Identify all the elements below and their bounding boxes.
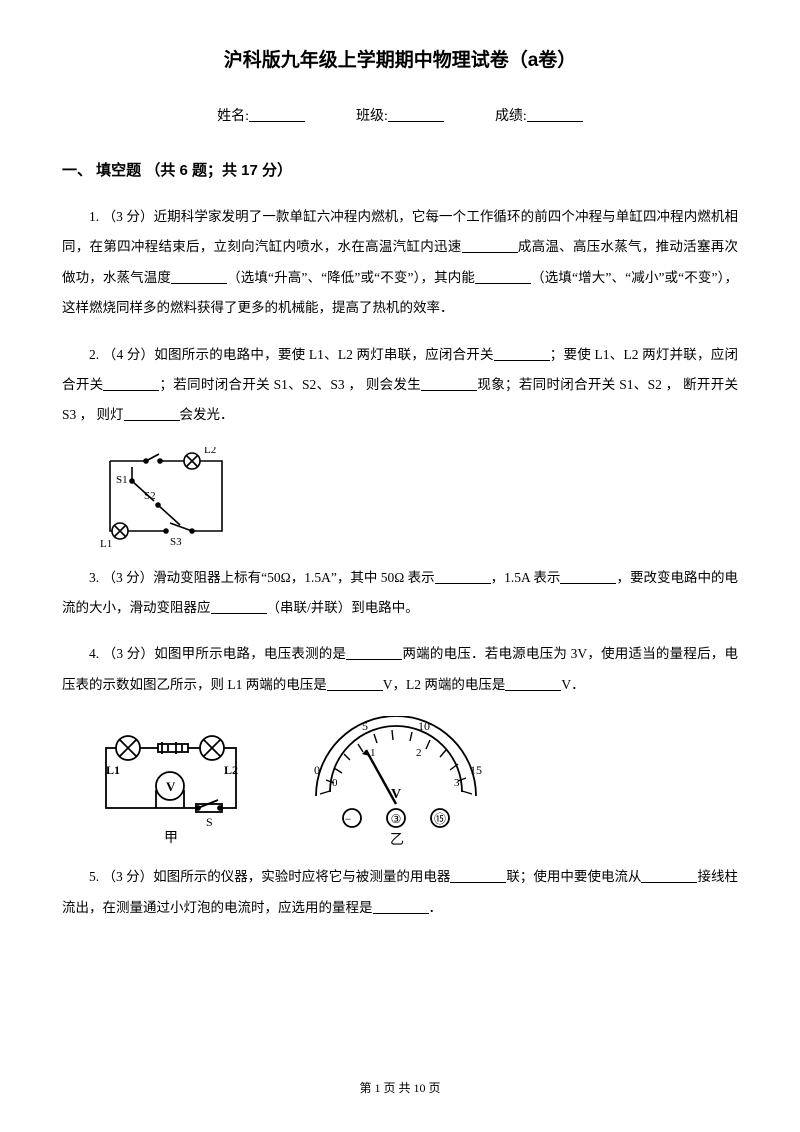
page-footer: 第 1 页 共 10 页 (0, 1075, 800, 1102)
q2-figure: L2 L1 S1 S2 S3 (96, 447, 738, 547)
svg-text:V: V (391, 787, 401, 802)
class-blank[interactable] (388, 108, 444, 122)
svg-text:3: 3 (454, 777, 460, 789)
svg-text:L2: L2 (224, 763, 238, 777)
page-title: 沪科版九年级上学期期中物理试卷（a卷） (62, 40, 738, 83)
svg-text:0: 0 (332, 777, 338, 789)
q1-blank-2[interactable] (171, 270, 227, 284)
q2-circuit-diagram: L2 L1 S1 S2 S3 (96, 447, 236, 547)
score-label: 成绩: (495, 109, 527, 124)
svg-text:10: 10 (418, 719, 430, 733)
q4-circuit-jia: L1 L2 V S 甲 (96, 728, 246, 846)
svg-text:5: 5 (362, 719, 368, 733)
svg-text:L1: L1 (100, 538, 112, 547)
question-5: 5. （3 分）如图所示的仪器，实验时应将它与被测量的用电器联；使用中要使电流从… (62, 862, 738, 923)
svg-text:⑮: ⑮ (434, 812, 446, 826)
q3-blank-2[interactable] (560, 570, 616, 584)
q3-blank-3[interactable] (211, 601, 267, 615)
question-4: 4. （3 分）如图甲所示电路，电压表测的是两端的电压．若电源电压为 3V，使用… (62, 639, 738, 700)
question-3: 3. （3 分）滑动变阻器上标有“50Ω，1.5A”，其中 50Ω 表示，1.5… (62, 563, 738, 624)
q3-blank-1[interactable] (435, 570, 491, 584)
q2-blank-4[interactable] (124, 408, 180, 422)
svg-text:0: 0 (314, 763, 320, 777)
question-1: 1. （3 分）近期科学家发明了一款单缸六冲程内燃机，它每一个工作循环的前四个冲… (62, 202, 738, 324)
q5-blank-3[interactable] (373, 900, 429, 914)
svg-text:S: S (206, 815, 213, 829)
q4-figures: L1 L2 V S 甲 (96, 716, 738, 846)
q5-blank-1[interactable] (450, 870, 506, 884)
svg-text:③: ③ (391, 812, 402, 826)
svg-text:乙: 乙 (390, 832, 404, 846)
name-label: 姓名: (217, 109, 249, 124)
svg-text:15: 15 (470, 763, 482, 777)
svg-text:S1: S1 (116, 474, 128, 486)
q1-blank-3[interactable] (475, 270, 531, 284)
q4-blank-2[interactable] (327, 677, 383, 691)
q4-voltmeter-yi: 0 5 10 15 0 1 2 3 V − ③ ⑮ 乙 (296, 716, 496, 846)
svg-text:L1: L1 (106, 763, 120, 777)
svg-text:S3: S3 (170, 536, 182, 547)
svg-text:甲: 甲 (164, 831, 178, 846)
name-blank[interactable] (249, 108, 305, 122)
section-1-heading: 一、 填空题 （共 6 题；共 17 分） (62, 154, 738, 188)
q2-blank-1[interactable] (494, 347, 550, 361)
q5-blank-2[interactable] (641, 870, 697, 884)
svg-text:V: V (166, 779, 176, 794)
svg-text:2: 2 (416, 747, 422, 759)
score-blank[interactable] (527, 108, 583, 122)
q1-blank-1[interactable] (462, 240, 518, 254)
q4-blank-3[interactable] (505, 677, 561, 691)
svg-text:S2: S2 (144, 490, 156, 502)
svg-text:L2: L2 (204, 447, 216, 456)
student-fields: 姓名: 班级: 成绩: (62, 101, 738, 133)
svg-text:1: 1 (370, 747, 376, 759)
question-2: 2. （4 分）如图所示的电路中，要使 L1、L2 两灯串联，应闭合开关；要使 … (62, 340, 738, 431)
class-label: 班级: (356, 109, 388, 124)
svg-text:−: − (345, 812, 352, 826)
q2-blank-2[interactable] (103, 377, 159, 391)
q2-blank-3[interactable] (421, 377, 477, 391)
q4-blank-1[interactable] (346, 647, 402, 661)
